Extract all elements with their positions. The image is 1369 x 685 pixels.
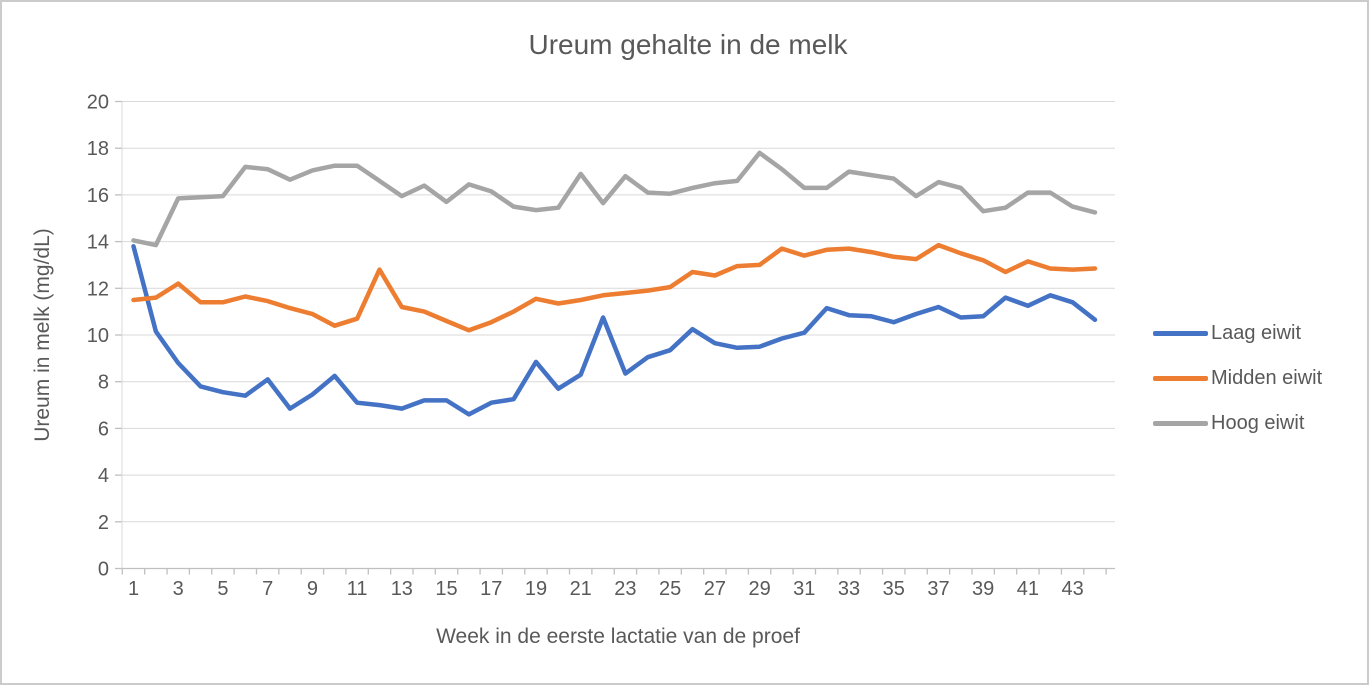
x-tick-label: 39 bbox=[972, 578, 994, 600]
y-tick-label: 6 bbox=[98, 418, 109, 440]
series-line-laag-eiwit bbox=[131, 244, 1098, 417]
series-lines bbox=[131, 150, 1098, 417]
y-axis-tick-labels: 0 2 4 6 8 10 12 14 16 18 20 bbox=[87, 92, 109, 581]
series-line-midden-eiwit bbox=[131, 242, 1098, 333]
x-tick-label: 41 bbox=[1017, 578, 1039, 600]
x-tick-label: 43 bbox=[1061, 578, 1083, 600]
y-tick-label: 12 bbox=[87, 278, 109, 300]
y-tick-label: 10 bbox=[87, 325, 109, 347]
legend-swatch bbox=[1153, 330, 1208, 336]
legend-item-hoog-eiwit: Hoog eiwit bbox=[1153, 411, 1322, 435]
y-axis-title: Ureum in melk (mg/dL) bbox=[31, 228, 54, 442]
x-tick-label: 7 bbox=[262, 578, 273, 600]
y-tick-label: 4 bbox=[98, 465, 109, 487]
y-tick-label: 0 bbox=[98, 559, 109, 581]
legend: Laag eiwit Midden eiwit Hoog eiwit bbox=[1153, 321, 1322, 435]
x-axis-tick-labels: 1 3 5 7 9 11 13 15 17 19 21 23 25 27 29 31 33 35 37 39 41 43 bbox=[128, 578, 1084, 600]
y-tick-label: 14 bbox=[87, 232, 109, 254]
x-tick-label: 17 bbox=[480, 578, 502, 600]
x-tick-label: 1 bbox=[128, 578, 139, 600]
x-tick-label: 23 bbox=[614, 578, 636, 600]
x-tick-label: 13 bbox=[391, 578, 413, 600]
x-tick-label: 11 bbox=[347, 578, 368, 600]
y-tick-label: 20 bbox=[87, 92, 109, 114]
x-tick-label: 33 bbox=[838, 578, 860, 600]
x-tick-label: 21 bbox=[570, 578, 592, 600]
y-tick-label: 8 bbox=[98, 372, 109, 394]
y-tick-label: 18 bbox=[87, 138, 109, 160]
x-tick-label: 31 bbox=[793, 578, 815, 600]
legend-label: Hoog eiwit bbox=[1211, 411, 1305, 434]
legend-item-midden-eiwit: Midden eiwit bbox=[1153, 366, 1322, 390]
x-tick-label: 15 bbox=[435, 578, 457, 600]
x-axis-title: Week in de eerste lactatie van de proef bbox=[436, 625, 800, 648]
y-tick-label: 16 bbox=[87, 185, 109, 207]
x-tick-label: 9 bbox=[307, 578, 318, 600]
gridlines bbox=[122, 101, 1115, 523]
x-tick-label: 27 bbox=[704, 578, 726, 600]
x-tick-label: 5 bbox=[217, 578, 228, 600]
x-tick-label: 37 bbox=[927, 578, 949, 600]
x-tick-label: 25 bbox=[659, 578, 681, 600]
series-line-hoog-eiwit bbox=[131, 150, 1098, 248]
legend-label: Laag eiwit bbox=[1211, 321, 1302, 344]
x-tick-label: 19 bbox=[525, 578, 547, 600]
legend-swatch bbox=[1153, 420, 1208, 426]
legend-label: Midden eiwit bbox=[1211, 366, 1323, 389]
legend-item-laag-eiwit: Laag eiwit bbox=[1153, 321, 1322, 345]
y-tick-label: 2 bbox=[98, 512, 109, 534]
x-tick-label: 3 bbox=[173, 578, 184, 600]
legend-swatch bbox=[1153, 375, 1208, 381]
chart-title: Ureum gehalte in de melk bbox=[528, 29, 848, 60]
axes bbox=[115, 100, 1115, 575]
x-tick-label: 29 bbox=[748, 578, 770, 600]
x-tick-label: 35 bbox=[883, 578, 905, 600]
